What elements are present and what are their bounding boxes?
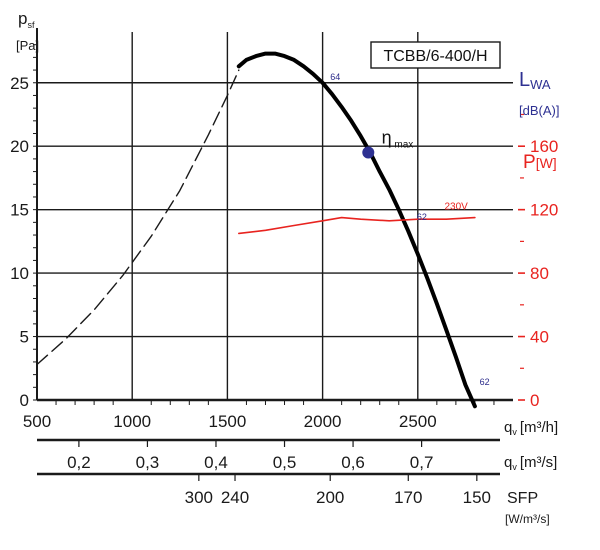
curves xyxy=(36,51,477,409)
x1-tick-label: 2000 xyxy=(304,412,342,431)
left-axis-ticks: 0 5 10 15 20 25 xyxy=(10,44,37,410)
x-axes: 500 1000 1500 2000 2500 0,2 0,3 0,4 0,5 0,6 0,7 300… xyxy=(23,400,500,507)
y-right-power-tick-label: 0 xyxy=(530,391,539,410)
eta-max-point xyxy=(362,146,375,159)
power-curve-label: 230V xyxy=(444,202,468,213)
title-box xyxy=(370,41,501,69)
grid-lines xyxy=(36,28,513,402)
x3-axis-label: SFP xyxy=(507,490,538,507)
x2-tick-label: 0,4 xyxy=(204,453,228,472)
dashed-fan-curve xyxy=(36,69,240,366)
y-right-power-tick-label: 80 xyxy=(530,264,549,283)
x1-tick-label: 1000 xyxy=(113,412,151,431)
x3-tick-label: 300 xyxy=(185,488,213,507)
power-curve xyxy=(238,216,476,235)
y-left-tick-label: 0 xyxy=(20,391,29,410)
x2-tick-label: 0,5 xyxy=(273,453,297,472)
sound-level-label: 62 xyxy=(417,212,427,222)
x2-tick-label: 0,2 xyxy=(67,453,91,472)
y-left-tick-label: 5 xyxy=(20,328,29,347)
y-left-tick-label: 20 xyxy=(10,137,29,156)
y-right-power-label: P[W] xyxy=(523,152,557,173)
x2-tick-label: 0,7 xyxy=(410,453,434,472)
x2-axis-label: qv [m³/s] xyxy=(504,454,557,472)
right-axis-ticks: 0 40 80 120 160 xyxy=(518,113,558,410)
y-left-tick-label: 15 xyxy=(10,201,29,220)
y-right-power-tick-label: 120 xyxy=(530,201,558,220)
x1-tick-label: 500 xyxy=(23,412,51,431)
y-left-tick-label: 25 xyxy=(10,74,29,93)
y-right-sound-unit: [dB(A)] xyxy=(519,103,559,118)
x3-tick-label: 170 xyxy=(394,488,422,507)
x1-tick-label: 1500 xyxy=(208,412,246,431)
y-left-label: psf xyxy=(18,9,35,30)
x1-tick-label: 2500 xyxy=(399,412,437,431)
x3-tick-label: 150 xyxy=(463,488,491,507)
y-left-tick-label: 10 xyxy=(10,264,29,283)
y-right-power-tick-label: 160 xyxy=(530,137,558,156)
x3-tick-label: 240 xyxy=(221,488,249,507)
y-right-sound-label: LWA xyxy=(519,69,551,92)
fan-curve-bold xyxy=(236,51,477,409)
chart-title: TCBB/6-400/H xyxy=(383,48,487,65)
sound-level-label: 62 xyxy=(480,377,490,387)
eta-max-label: η max xyxy=(382,128,414,151)
annotations: 64 62 62 η max 230V xyxy=(330,72,489,387)
y-right-power-tick-label: 40 xyxy=(530,328,549,347)
x2-tick-label: 0,3 xyxy=(136,453,160,472)
x3-axis-unit: [W/m³/s] xyxy=(505,512,550,526)
y-left-unit: [Pa] xyxy=(16,38,39,53)
x3-tick-label: 200 xyxy=(316,488,344,507)
x1-axis-label: qv [m³/h] xyxy=(504,419,558,437)
x2-tick-label: 0,6 xyxy=(341,453,365,472)
sound-level-label: 64 xyxy=(330,72,340,82)
